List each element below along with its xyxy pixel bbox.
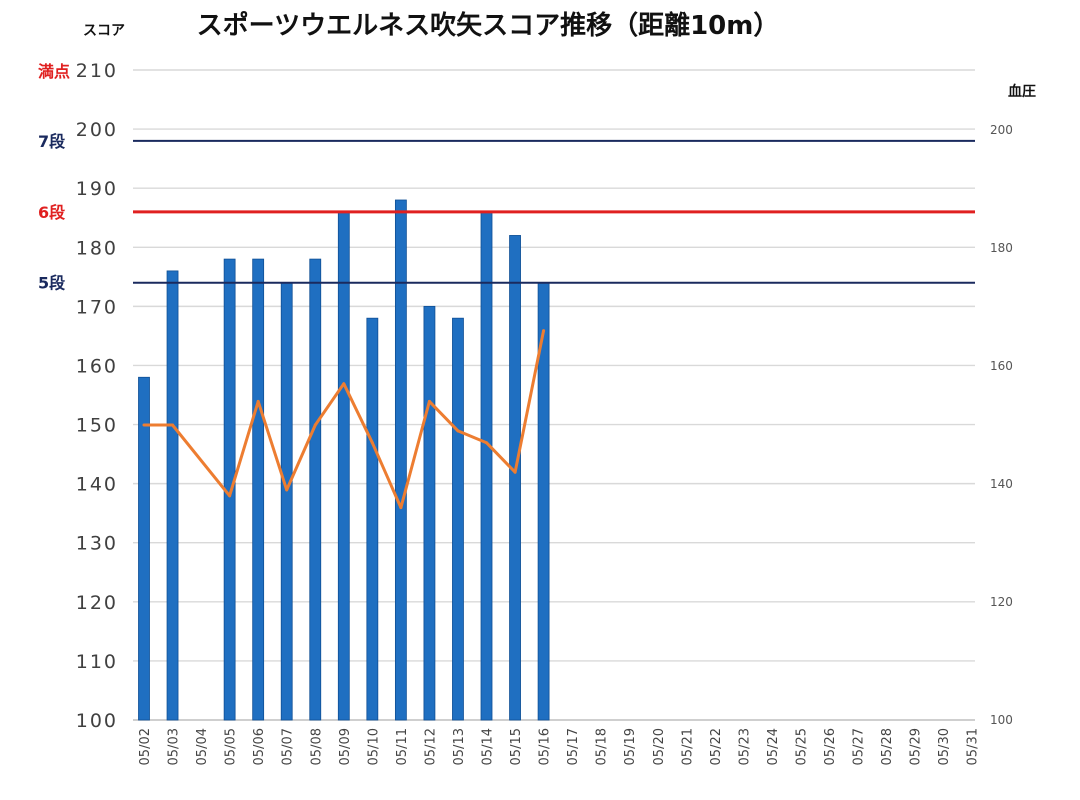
x-tick-label: 05/26 [823,728,838,765]
x-tick-label: 05/09 [338,728,353,765]
gridlines [133,69,975,721]
line-path [144,330,546,510]
x-tick-label: 05/23 [737,728,752,765]
line-point [370,441,374,445]
x-tick-label: 05/04 [195,728,210,765]
x-tick-label: 05/19 [623,728,638,765]
line-point [399,506,403,510]
bar-series [138,199,550,721]
reference-line-label: 7段 [38,132,66,151]
x-tick-label: 05/29 [909,728,924,765]
y-tick-label: 190 [76,178,118,200]
x-tick-label: 05/15 [509,728,524,765]
x-tick-label: 05/05 [224,728,239,765]
bar [509,235,521,721]
reference-line-label: 満点 [38,62,70,81]
line-point [485,441,489,445]
x-tick-label: 05/08 [309,728,324,765]
line-point [342,382,346,386]
bar [138,376,150,721]
y2-tick-label: 100 [990,713,1013,727]
x-tick-label: 05/20 [652,728,667,765]
line-point [228,494,232,498]
x-tick-label: 05/06 [252,728,267,765]
x-tick-label: 05/22 [709,728,724,765]
line-point [142,423,146,427]
x-tick-label: 05/10 [366,728,381,765]
y-axis-title: スコア [83,23,125,39]
y-tick-label: 160 [76,355,118,377]
reference-line-label: 5段 [38,274,66,293]
y2-tick-label: 180 [990,241,1013,255]
x-tick-label: 05/21 [680,728,695,765]
bar [480,211,493,721]
bar [452,317,464,721]
y-tick-label: 210 [76,60,118,82]
line-point [313,423,317,427]
x-tick-label: 05/25 [794,728,809,765]
y-tick-label: 140 [76,474,118,496]
bar [337,211,350,721]
reference-line-label: 6段 [38,203,66,222]
x-tick-label: 05/24 [766,728,781,765]
y-tick-label: 180 [76,237,118,259]
line-series [142,329,546,510]
y2-tick-label: 140 [990,477,1013,491]
y2-tick-label: 160 [990,359,1013,373]
bar [309,258,322,721]
x-tick-label: 05/30 [937,728,952,765]
x-tick-label: 05/28 [880,728,895,765]
line-point [171,423,175,427]
line-point [513,470,517,474]
x-tick-label: 05/13 [452,728,467,765]
x-tick-label: 05/11 [395,728,410,765]
x-tick-label: 05/17 [566,728,581,765]
x-tick-label: 05/03 [167,728,182,765]
y-tick-label: 170 [76,296,118,318]
bar [366,317,379,721]
y-tick-label: 150 [76,415,118,437]
bar [280,282,293,721]
x-tick-label: 05/14 [481,728,496,765]
x-tick-label: 05/07 [281,728,296,765]
chart-title: スポーツウエルネス吹矢スコア推移（距離10m） [197,10,780,41]
y-tick-label: 100 [76,710,118,732]
y-tick-label: 130 [76,533,118,555]
line-point [456,429,460,433]
y2-axis-ticks: 100 120 140 160 180 200 [990,123,1013,727]
bar [166,270,179,721]
y2-tick-label: 120 [990,595,1013,609]
y-tick-label: 120 [76,592,118,614]
x-axis-ticks: 05/02 05/03 05/04 05/05 05/06 05/07 05/08 05/09… [138,728,981,765]
x-tick-label: 05/12 [423,728,438,765]
line-point [427,399,431,403]
y2-axis-title: 血圧 [1008,83,1036,100]
bar [423,305,436,721]
y-tick-label: 110 [76,651,118,673]
bar [394,199,407,721]
line-point [542,329,546,333]
line-point [285,488,289,492]
reference-lines: 満点 7段 6段 5段 [38,62,975,293]
line-point [256,399,260,403]
x-tick-label: 05/31 [966,728,981,765]
y2-tick-label: 200 [990,123,1013,137]
x-tick-label: 05/16 [538,728,553,765]
x-tick-label: 05/02 [138,728,153,765]
x-tick-label: 05/18 [595,728,610,765]
bar [252,258,265,721]
y-axis-ticks: 100 110 120 130 140 150 160 170 180 190 200 210 [76,60,118,732]
x-tick-label: 05/27 [852,728,867,765]
y-tick-label: 200 [76,119,118,141]
